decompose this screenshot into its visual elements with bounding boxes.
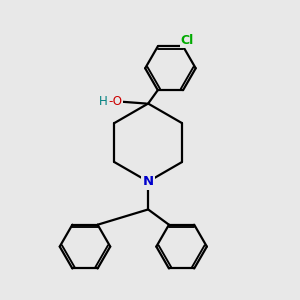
Text: N: N — [142, 175, 154, 188]
Text: Cl: Cl — [180, 34, 194, 47]
Text: H: H — [98, 95, 107, 108]
Text: -O: -O — [108, 95, 122, 108]
